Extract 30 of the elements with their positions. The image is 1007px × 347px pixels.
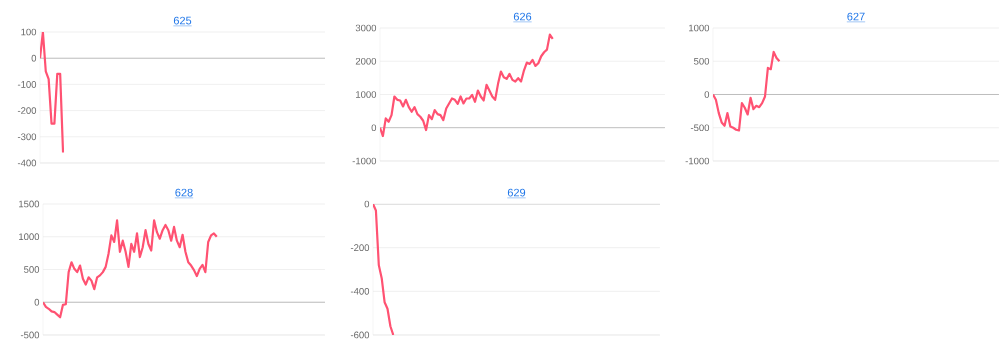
chart-title: 629: [507, 188, 526, 197]
y-tick-label: -500: [690, 124, 710, 132]
y-tick-label: -200: [17, 107, 37, 114]
y-tick-label: 0: [364, 200, 370, 208]
y-tick-label: 0: [704, 91, 710, 98]
y-tick-label: -200: [350, 244, 370, 252]
y-tick-label: 0: [31, 54, 37, 62]
y-tick-label: 1000: [19, 233, 40, 241]
chart-title: 626: [513, 12, 532, 21]
y-tick-label: 2000: [355, 57, 377, 65]
y-tick-label: 1000: [689, 24, 710, 32]
y-tick-label: -100: [17, 81, 37, 88]
chart-title: 625: [173, 16, 192, 25]
y-tick-label: 500: [24, 266, 40, 273]
y-tick-label: 1500: [19, 200, 40, 208]
y-tick-label: 0: [34, 298, 40, 306]
y-tick-label: -400: [17, 159, 37, 167]
y-tick-label: -1000: [685, 157, 710, 165]
chart-title: 627: [847, 12, 865, 21]
y-tick-label: 1000: [356, 91, 377, 98]
y-tick-label: 100: [21, 28, 37, 36]
y-tick-label: 500: [693, 57, 710, 65]
y-tick-label: -300: [17, 133, 37, 141]
y-tick-label: -500: [20, 331, 40, 339]
chart-title: 628: [175, 188, 193, 197]
y-tick-label: -600: [350, 331, 370, 339]
y-tick-label: 3000: [355, 24, 377, 32]
y-tick-label: -400: [350, 287, 370, 295]
y-tick-label: -1000: [352, 157, 377, 165]
y-tick-label: 0: [371, 124, 377, 132]
